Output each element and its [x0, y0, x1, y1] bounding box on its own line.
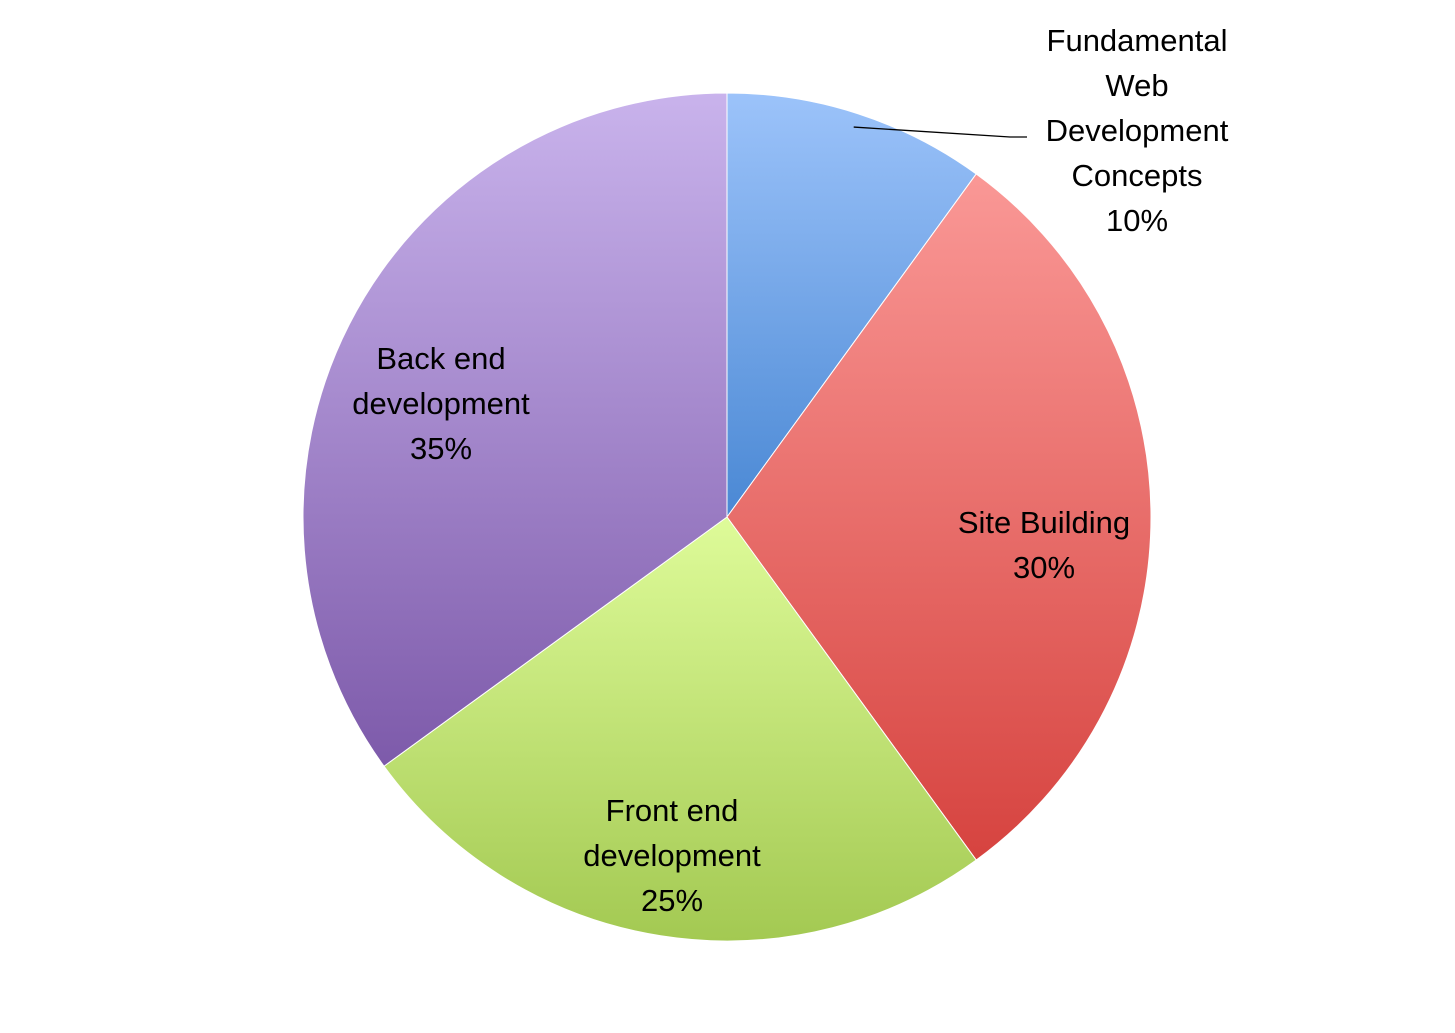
label-back-end-development: Back end development 35% — [352, 341, 530, 466]
label-line: Concepts — [1072, 158, 1203, 193]
slice-site-building — [726, 173, 1152, 861]
label-front-end-development: Front end development 25% — [583, 793, 761, 918]
pie-slices — [302, 92, 1152, 942]
slice-back-end-development — [302, 92, 728, 767]
label-line: Back end — [376, 341, 505, 376]
slice-fundamental-web-development-concepts — [726, 92, 977, 519]
label-line: development — [583, 838, 761, 873]
label-fundamental-web-development-concepts: Fundamental Web Development Concepts 10% — [1046, 23, 1229, 238]
label-percent: 10% — [1106, 203, 1168, 238]
label-percent: 30% — [1013, 550, 1075, 585]
label-line: Web — [1105, 68, 1168, 103]
slice-front-end-development — [383, 516, 977, 942]
label-percent: 35% — [410, 431, 472, 466]
label-line: development — [352, 386, 530, 421]
leader-line-fundamental-web-development-concepts — [853, 126, 1027, 138]
label-line: Front end — [606, 793, 739, 828]
label-line: Development — [1046, 113, 1229, 148]
slice-labels: Fundamental Web Development Concepts 10% Site… — [352, 23, 1228, 918]
label-site-building: Site Building 30% — [958, 505, 1130, 585]
label-percent: 25% — [641, 883, 703, 918]
label-line: Site Building — [958, 505, 1130, 540]
label-line: Fundamental — [1047, 23, 1228, 58]
leader-lines — [853, 126, 1027, 138]
